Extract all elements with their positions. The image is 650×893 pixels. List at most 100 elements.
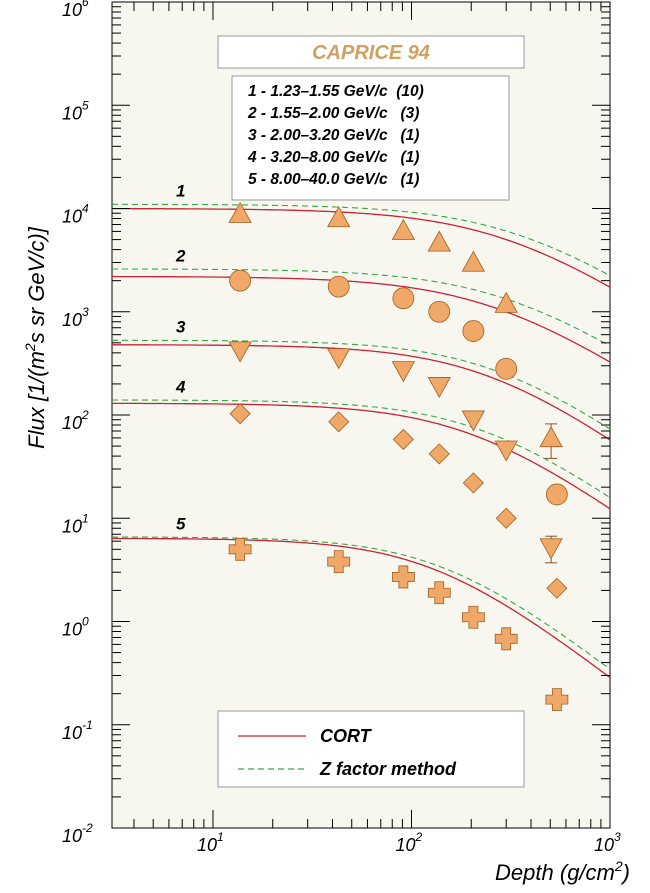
momentum-bin-line: 5 - 8.00–40.0 GeV/c (1) xyxy=(248,171,419,188)
y-axis-title-end: s sr GeV/c)] xyxy=(24,226,49,343)
y-axis-title: Flux [1/(m2s sr GeV/c)] xyxy=(22,226,49,449)
info-box xyxy=(231,75,510,201)
zfactor-curve-2 xyxy=(112,268,611,347)
diamond-marker xyxy=(546,577,568,599)
circle-marker xyxy=(428,300,451,323)
x-tick-label-exp: 2 xyxy=(415,830,423,844)
y-tick-label-base: 10 xyxy=(62,310,82,330)
y-tick-label-base: 10 xyxy=(62,103,82,123)
diamond-marker xyxy=(328,411,350,433)
y-tick-label-exp: -1 xyxy=(82,718,93,732)
y-tick-label-base: 10 xyxy=(62,723,82,743)
y-tick-label-base: 10 xyxy=(62,207,82,227)
triangle-down-marker xyxy=(391,361,416,383)
y-tick-label: 10-1 xyxy=(62,718,93,743)
series-label-3: 3 xyxy=(176,318,186,337)
series-label-4: 4 xyxy=(175,377,186,396)
y-tick-label-exp: 4 xyxy=(82,202,89,216)
diamond-marker xyxy=(495,507,517,529)
chart-title: CAPRICE 94 xyxy=(312,42,430,64)
triangle-up-marker xyxy=(427,230,451,252)
x-tick-label: 103 xyxy=(594,830,621,855)
y-tick-label-exp: 1 xyxy=(82,511,89,525)
y-tick-label-base: 10 xyxy=(62,0,82,20)
momentum-bin-line: 3 - 2.00–3.20 GeV/c (1) xyxy=(248,127,419,144)
series-label-2: 2 xyxy=(175,246,186,265)
x-tick-label-base: 10 xyxy=(395,835,415,855)
y-tick-label-exp: 5 xyxy=(82,98,89,112)
y-tick-label-exp: -2 xyxy=(82,821,93,835)
zfactor-curve-4 xyxy=(112,399,611,499)
x-tick-label: 102 xyxy=(395,830,422,855)
x-tick-label-base: 10 xyxy=(197,835,217,855)
cross-marker xyxy=(327,550,351,574)
axis-ticks xyxy=(112,2,610,829)
x-axis-title-sup: 2 xyxy=(614,858,623,874)
y-tick-label-exp: 3 xyxy=(82,305,89,319)
cross-marker xyxy=(228,537,252,561)
cross-marker xyxy=(391,565,415,589)
diamond-marker xyxy=(428,443,450,465)
x-axis-title: Depth (g/cm2) xyxy=(495,858,630,885)
triangle-down-marker xyxy=(327,348,351,370)
y-tick-label-base: 10 xyxy=(62,620,82,640)
y-tick-label-exp: 6 xyxy=(82,0,89,9)
y-tick-label-exp: 0 xyxy=(82,615,89,629)
series-labels: 1 2 3 4 5 xyxy=(175,182,186,534)
cort-curve-2 xyxy=(112,275,611,363)
triangle-down-marker xyxy=(461,410,486,432)
y-tick-label-exp: 2 xyxy=(81,408,89,422)
y-tick-label-base: 10 xyxy=(62,516,82,536)
y-axis-title-sup: 2 xyxy=(22,343,38,352)
legend-box xyxy=(217,710,525,788)
legend: CORT Z factor method xyxy=(238,726,457,779)
cross-marker xyxy=(461,605,485,629)
y-tick-label: 101 xyxy=(62,511,89,536)
triangle-up-marker xyxy=(391,218,416,240)
cort-curve-1 xyxy=(112,207,611,288)
y-tick-label-base: 10 xyxy=(62,826,82,846)
triangle-up-marker xyxy=(494,291,518,313)
y-tick-label: 103 xyxy=(62,305,89,330)
diamond-marker xyxy=(462,472,484,494)
triangle-up-marker xyxy=(327,206,351,228)
triangle-down-marker xyxy=(228,341,252,363)
momentum-bin-line: 2 - 1.55–2.00 GeV/c (3) xyxy=(247,105,419,122)
x-tick-label-exp: 3 xyxy=(614,830,621,844)
cross-marker xyxy=(494,627,518,651)
x-tick-label: 101 xyxy=(197,830,224,855)
circle-marker xyxy=(495,357,518,380)
y-tick-label: 102 xyxy=(62,408,89,433)
momentum-bin-line: 1 - 1.23–1.55 GeV/c (10) xyxy=(248,83,424,100)
x-tick-label-base: 10 xyxy=(594,835,614,855)
diamond-marker xyxy=(229,403,251,425)
circle-marker xyxy=(392,287,415,310)
circle-marker xyxy=(229,269,252,292)
triangle-up-marker xyxy=(228,201,252,223)
y-tick-label: 106 xyxy=(62,0,89,20)
series-label-5: 5 xyxy=(176,515,186,534)
triangle-down-marker xyxy=(494,440,518,462)
momentum-bin-line: 4 - 3.20–8.00 GeV/c (1) xyxy=(247,149,419,166)
circle-marker xyxy=(545,483,568,506)
y-tick-label: 105 xyxy=(62,98,89,123)
x-axis-title-end: ) xyxy=(620,860,630,885)
momentum-bins-list: 1 - 1.23–1.55 GeV/c (10) 2 - 1.55–2.00 Ge… xyxy=(247,83,424,188)
triangle-up-marker xyxy=(461,250,486,272)
cort-curve-5 xyxy=(112,537,611,679)
cross-marker xyxy=(545,688,569,712)
cort-curve-3 xyxy=(112,344,611,441)
series-label-1: 1 xyxy=(176,182,185,201)
diamond-marker xyxy=(392,428,414,450)
x-axis-title-main: Depth (g/cm xyxy=(495,860,615,885)
circle-marker xyxy=(462,320,485,342)
legend-label-0: CORT xyxy=(320,726,373,746)
zfactor-curve-1 xyxy=(112,203,611,277)
triangle-up-marker xyxy=(539,426,563,448)
data-points xyxy=(228,201,569,712)
title-box xyxy=(217,35,525,69)
circle-marker xyxy=(327,275,350,298)
y-tick-label: 100 xyxy=(62,615,89,640)
y-axis-title-main: Flux [1/(m xyxy=(24,351,49,449)
